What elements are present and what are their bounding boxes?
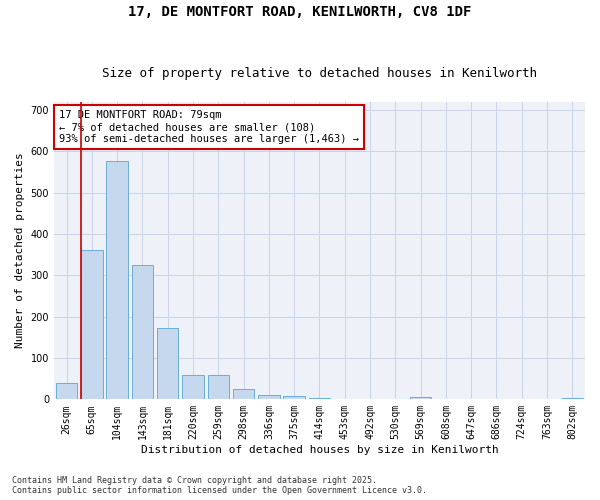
Bar	[258, 395, 280, 400]
Bar	[56, 383, 77, 400]
Bar	[157, 328, 178, 400]
Bar	[81, 250, 103, 400]
Text: 17, DE MONTFORT ROAD, KENILWORTH, CV8 1DF: 17, DE MONTFORT ROAD, KENILWORTH, CV8 1D…	[128, 5, 472, 19]
Bar	[131, 265, 153, 400]
Text: Contains HM Land Registry data © Crown copyright and database right 2025.
Contai: Contains HM Land Registry data © Crown c…	[12, 476, 427, 495]
Title: Size of property relative to detached houses in Kenilworth: Size of property relative to detached ho…	[102, 66, 537, 80]
Bar	[182, 376, 204, 400]
Bar	[106, 162, 128, 400]
X-axis label: Distribution of detached houses by size in Kenilworth: Distribution of detached houses by size …	[140, 445, 499, 455]
Y-axis label: Number of detached properties: Number of detached properties	[15, 152, 25, 348]
Bar	[233, 389, 254, 400]
Text: 17 DE MONTFORT ROAD: 79sqm
← 7% of detached houses are smaller (108)
93% of semi: 17 DE MONTFORT ROAD: 79sqm ← 7% of detac…	[59, 110, 359, 144]
Bar	[208, 376, 229, 400]
Bar	[562, 398, 583, 400]
Bar	[283, 396, 305, 400]
Bar	[410, 398, 431, 400]
Bar	[309, 398, 330, 400]
